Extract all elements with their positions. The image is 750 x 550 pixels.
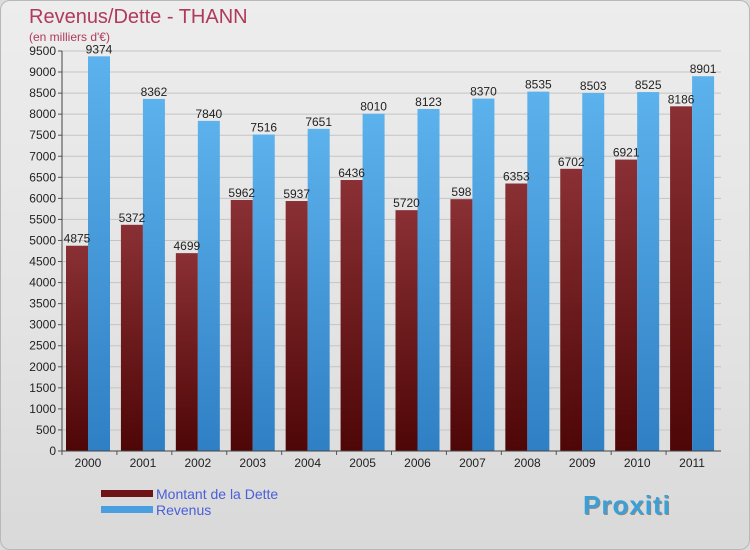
- x-tick-label: 2004: [294, 456, 321, 470]
- bar-revenus: [362, 113, 385, 451]
- bar-revenus: [197, 120, 220, 451]
- bar-dette: [66, 245, 88, 451]
- axes: [61, 51, 721, 452]
- x-axis-ticks: 2000 2001 2002 2003 2004 2005 2006 2007 2008 2009…: [61, 451, 705, 470]
- proxiti-logo: Proxiti: [583, 490, 671, 520]
- bar-revenus: [582, 92, 605, 452]
- y-tick-label: 5500: [29, 212, 56, 226]
- data-label-dette: 6353: [503, 170, 530, 184]
- y-tick-label: 2000: [29, 360, 56, 374]
- data-labels: 4875 9374 5372 8362 4699 7840 5962 7516 5937 7651…: [64, 42, 717, 253]
- data-label-revenus: 8123: [415, 95, 442, 109]
- y-tick-label: 6000: [29, 191, 56, 205]
- bar-dette: [560, 168, 583, 451]
- data-label-revenus: 8010: [360, 100, 387, 114]
- y-tick-label: 9000: [29, 65, 56, 79]
- y-tick-label: 500: [36, 423, 56, 437]
- y-tick-label: 1500: [29, 381, 56, 395]
- data-label-dette: 5372: [119, 211, 146, 225]
- data-label-dette: 5720: [393, 196, 420, 210]
- y-tick-label: 4000: [29, 276, 56, 290]
- bars: [66, 56, 715, 452]
- x-tick-label: 2008: [514, 456, 541, 470]
- x-tick-label: 2009: [569, 456, 596, 470]
- bar-dette: [395, 210, 418, 451]
- y-tick-label: 3500: [29, 297, 56, 311]
- y-axis-ticks: 0 500 1000 1500 2000 2500 3000 3500 4000 4500 5000…: [29, 44, 62, 458]
- legend-swatch-revenus: [101, 506, 153, 513]
- y-tick-label: 4500: [29, 255, 56, 269]
- legend-label-dette: Montant de la Dette: [156, 486, 279, 502]
- x-tick-label: 2002: [184, 456, 211, 470]
- bar-revenus: [637, 92, 660, 451]
- data-label-revenus: 9374: [86, 42, 113, 56]
- y-tick-label: 8500: [29, 86, 56, 100]
- data-label-revenus: 8535: [525, 78, 552, 92]
- x-tick-label: 2001: [130, 456, 157, 470]
- bar-dette: [670, 106, 693, 451]
- y-tick-label: 9500: [29, 44, 56, 58]
- bar-revenus: [307, 128, 330, 451]
- y-tick-label: 1000: [29, 402, 56, 416]
- y-tick-label: 5000: [29, 233, 56, 247]
- bar-dette: [230, 199, 253, 451]
- data-label-revenus: 8362: [141, 85, 168, 99]
- y-tick-label: 0: [49, 444, 56, 458]
- bar-dette: [285, 201, 308, 451]
- bar-revenus: [417, 108, 440, 452]
- legend-label-revenus: Revenus: [156, 502, 212, 518]
- grid: [62, 50, 721, 452]
- x-tick-label: 2000: [75, 456, 102, 470]
- bar-revenus: [527, 91, 550, 451]
- bar-revenus: [472, 98, 495, 451]
- data-label-revenus: 7651: [305, 115, 332, 129]
- x-tick-label: 2005: [349, 456, 376, 470]
- bar-revenus: [88, 56, 110, 451]
- bar-revenus: [142, 98, 165, 452]
- x-tick-label: 2003: [239, 456, 266, 470]
- bar-dette: [120, 224, 143, 451]
- chart-subtitle: (en milliers d'€): [29, 30, 110, 44]
- y-tick-label: 6500: [29, 170, 56, 184]
- data-label-dette: 4699: [173, 239, 200, 253]
- data-label-dette: 4875: [64, 232, 91, 246]
- data-label-dette: 6436: [338, 166, 365, 180]
- bar-dette: [505, 183, 528, 452]
- y-tick-label: 7000: [29, 149, 56, 163]
- legend-swatch-dette: [101, 490, 153, 497]
- bar-dette: [175, 253, 198, 451]
- data-label-dette: 6921: [613, 146, 640, 160]
- data-label-revenus: 8370: [470, 85, 497, 99]
- x-tick-label: 2011: [679, 456, 705, 470]
- data-label-revenus: 8525: [635, 78, 662, 92]
- data-label-dette: 8186: [668, 92, 695, 106]
- data-label-revenus: 7840: [195, 107, 222, 121]
- y-tick-label: 8000: [29, 107, 56, 121]
- y-tick-label: 3000: [29, 318, 56, 332]
- bar-dette: [340, 180, 363, 451]
- data-label-dette: 6702: [558, 155, 585, 169]
- y-tick-label: 7500: [29, 128, 56, 142]
- bar-revenus: [692, 76, 715, 451]
- data-label-revenus: 8503: [580, 79, 607, 93]
- x-tick-label: 2010: [624, 456, 651, 470]
- data-label-dette: 5937: [283, 187, 310, 201]
- x-tick-label: 2006: [404, 456, 431, 470]
- chart-title: Revenus/Dette - THANN: [29, 6, 248, 28]
- data-label-revenus: 7516: [250, 121, 277, 135]
- bar-revenus: [252, 134, 275, 451]
- data-label-revenus: 8901: [690, 62, 717, 76]
- bar-dette: [450, 199, 473, 451]
- x-tick-label: 2007: [459, 456, 486, 470]
- data-label-dette: 5962: [228, 186, 255, 200]
- y-tick-label: 2500: [29, 339, 56, 353]
- bar-dette: [615, 159, 638, 451]
- data-label-dette: 598: [451, 185, 471, 199]
